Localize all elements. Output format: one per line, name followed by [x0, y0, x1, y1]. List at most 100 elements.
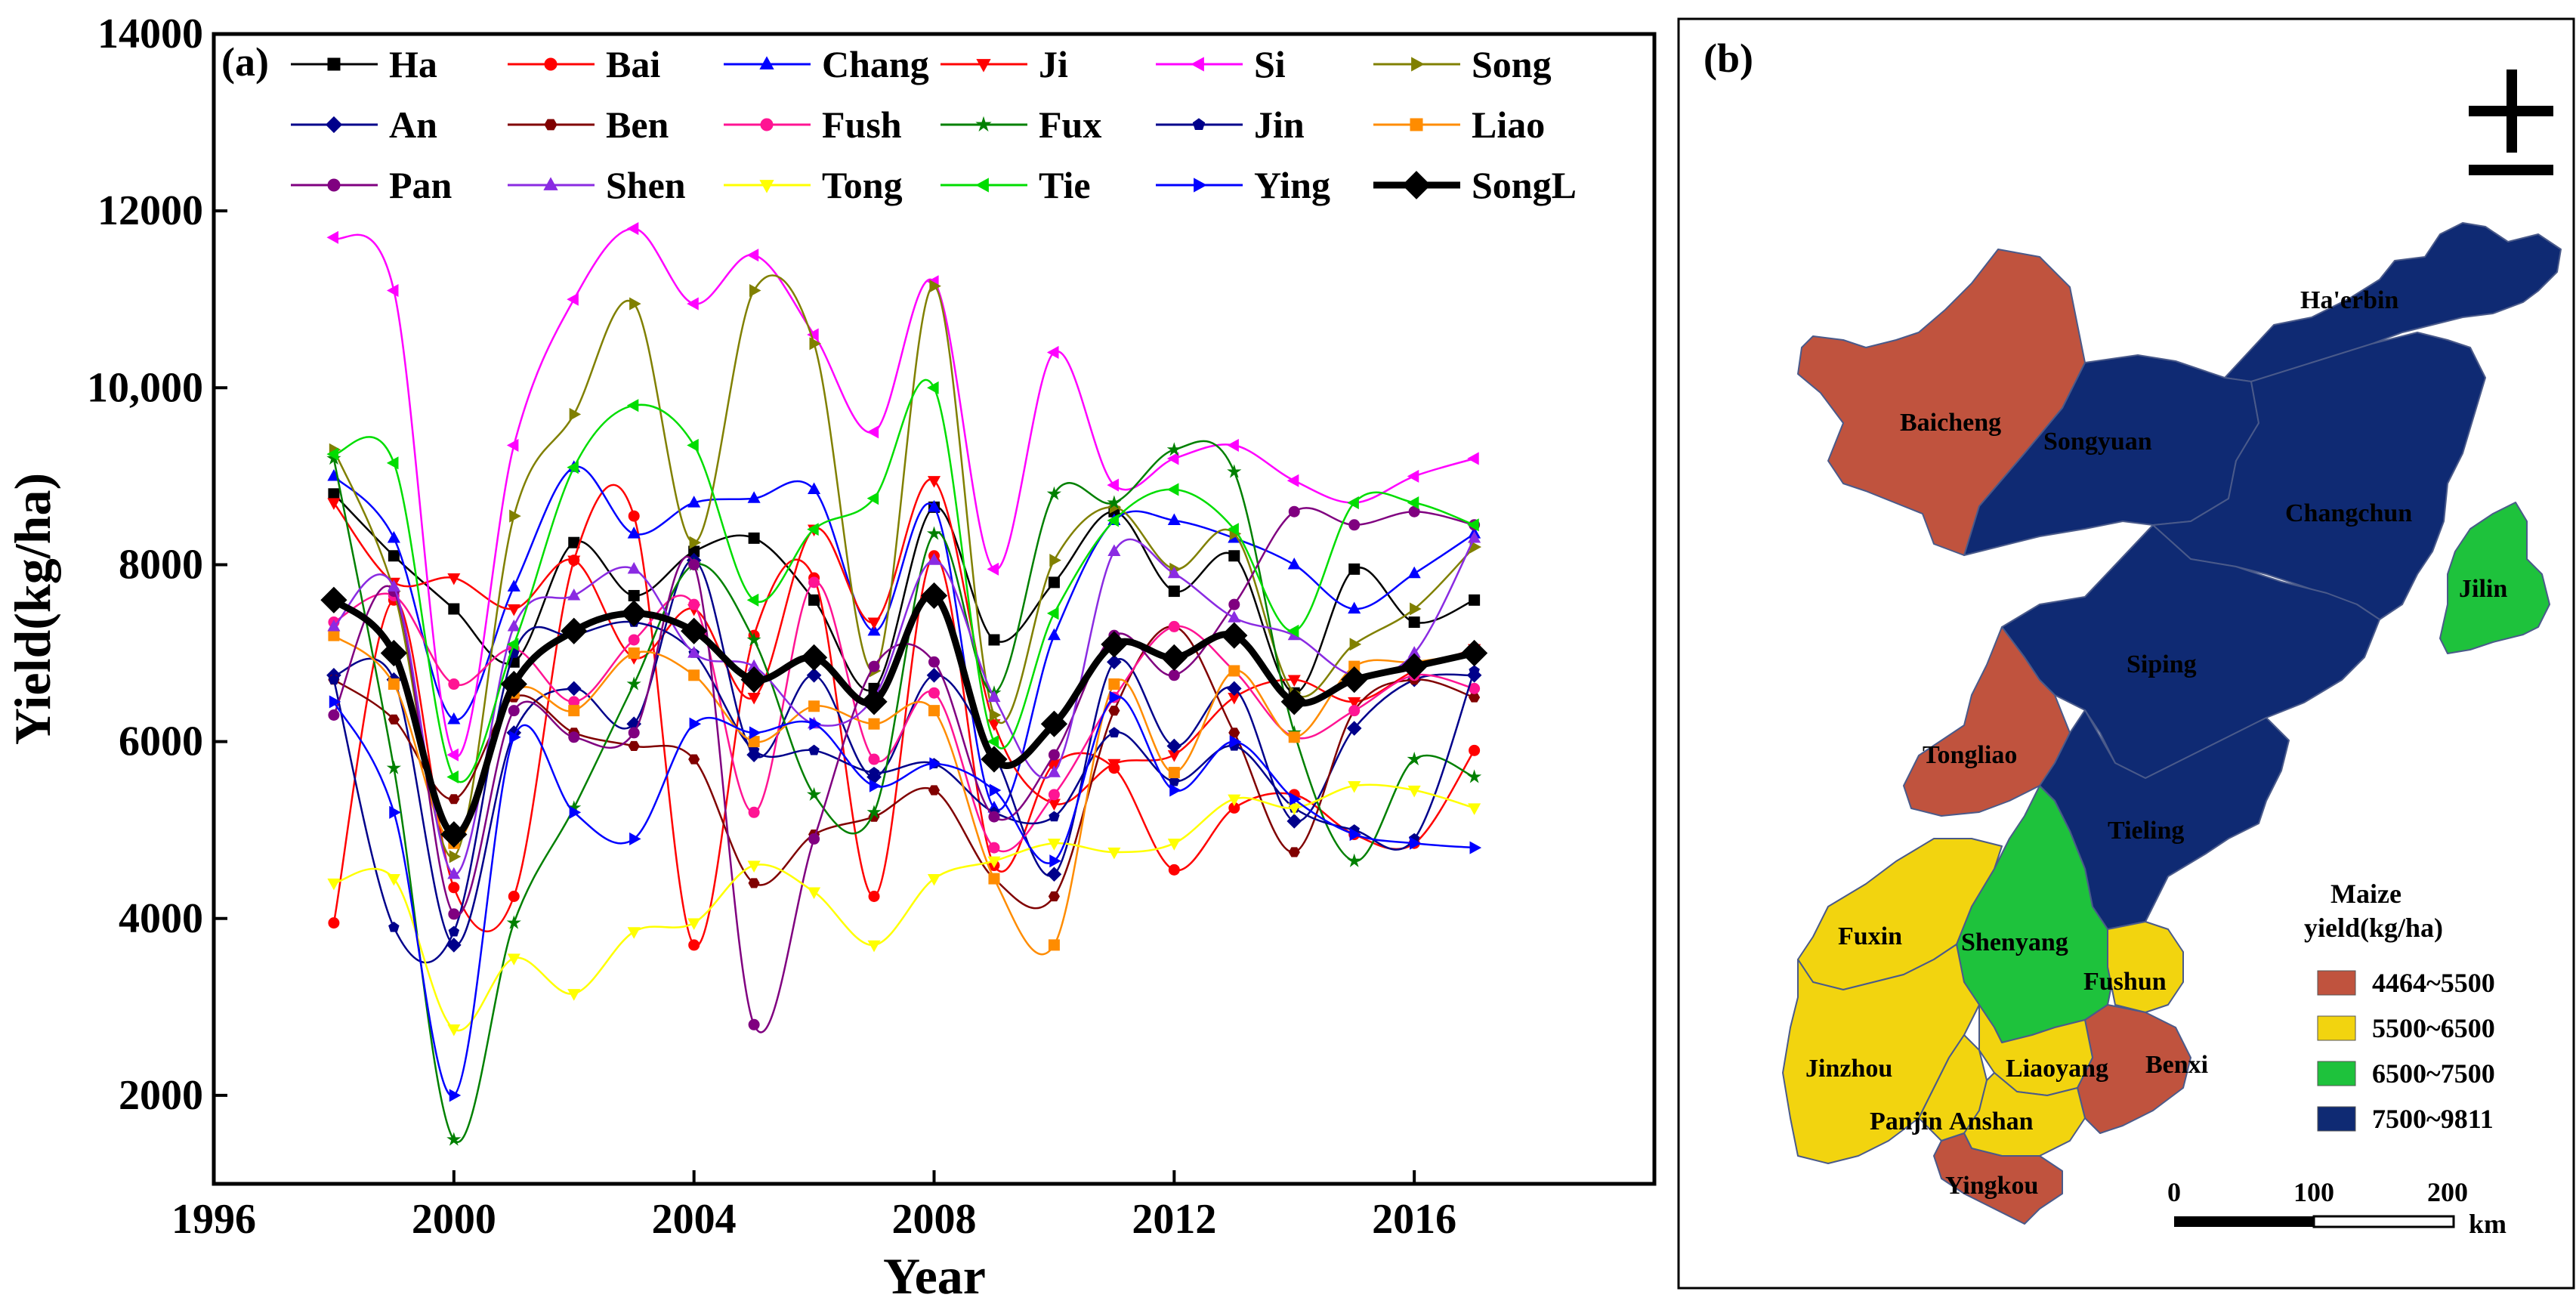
point-fux-2003 — [626, 676, 641, 691]
point-songl-2007 — [860, 688, 888, 715]
point-ji-2001 — [507, 604, 520, 616]
point-tie-2017 — [1467, 518, 1479, 532]
label-jilin: Jilin — [2459, 575, 2507, 603]
point-an-2006 — [806, 668, 822, 683]
point-an-2013 — [1226, 681, 1242, 697]
label-haerbin: Ha'erbin — [2300, 286, 2398, 314]
point-chang-2012 — [1167, 513, 1181, 526]
point-tie-2004 — [687, 438, 699, 452]
x-tick-label-2008: 2008 — [892, 1196, 977, 1243]
point-ji-2015 — [1348, 697, 1361, 709]
point-song-2002 — [569, 407, 582, 421]
point-ben-2014 — [1288, 847, 1300, 857]
point-fush-2012 — [1168, 620, 1180, 632]
scale-label-100: 100 — [2293, 1177, 2334, 1207]
point-shen-2001 — [507, 619, 520, 632]
legend-item-ji: Ji — [941, 43, 1068, 85]
region-changchun — [2152, 332, 2486, 620]
point-fush-2007 — [868, 753, 880, 765]
label-liaoyang: Liaoyang — [2006, 1055, 2108, 1083]
point-ying-2000 — [449, 1089, 462, 1102]
point-shen-2003 — [627, 561, 641, 574]
point-songl-2011 — [1101, 631, 1128, 658]
point-si-2016 — [1407, 469, 1419, 483]
point-tong-2015 — [1348, 781, 1361, 793]
point-tie-2013 — [1227, 523, 1239, 536]
point-song-2015 — [1349, 638, 1362, 651]
point-tie-1998 — [326, 447, 339, 461]
label-songyuan: Songyuan — [2043, 428, 2152, 456]
legend-item-an: An — [291, 104, 437, 146]
point-ha-2000 — [448, 603, 460, 615]
legend-label-song: Song — [1472, 43, 1552, 85]
point-ha-2017 — [1469, 594, 1481, 606]
x-tick-label-2000: 2000 — [412, 1196, 496, 1243]
point-songl-2006 — [800, 644, 828, 671]
point-bai-2007 — [868, 891, 880, 902]
point-pan-2010 — [1048, 749, 1060, 761]
point-fux-2008 — [926, 526, 942, 540]
point-songl-2004 — [681, 617, 708, 644]
legend-item-ben: Ben — [508, 104, 669, 146]
point-songl-2001 — [500, 670, 527, 698]
point-pan-2000 — [448, 908, 460, 920]
axis-ticks: 1996 2000 2004 2008 2012 2016 2000 4000 6000 8000… — [87, 11, 1456, 1243]
point-ben-2011 — [1108, 706, 1120, 716]
y-tick-label-14000: 14000 — [97, 11, 203, 57]
legend-label-fux: Fux — [1039, 104, 1101, 146]
point-si-2017 — [1467, 452, 1479, 465]
point-song-2010 — [1049, 554, 1061, 567]
legend-label-pan: Pan — [389, 164, 452, 206]
point-shen-2008 — [927, 553, 941, 565]
scale-label-200: 200 — [2427, 1177, 2468, 1207]
point-bai-2003 — [628, 510, 640, 522]
map-legend-title-2: yield(kg/ha) — [2304, 913, 2443, 943]
point-liao-2003 — [628, 647, 640, 660]
point-liao-2009 — [988, 873, 1000, 885]
point-songl-2003 — [620, 600, 647, 627]
point-fux-2005 — [746, 632, 761, 647]
point-chang-2003 — [627, 527, 641, 539]
point-ha-2016 — [1408, 616, 1420, 629]
point-bai-2017 — [1469, 744, 1481, 756]
point-ben-2010 — [1048, 891, 1060, 902]
point-pan-2006 — [808, 833, 820, 845]
point-shen-1999 — [387, 579, 400, 592]
point-tong-2014 — [1287, 803, 1301, 815]
label-changchun: Changchun — [2285, 499, 2412, 527]
legend-item-chang: Chang — [724, 43, 929, 85]
point-bai-2001 — [508, 891, 520, 902]
series-ying — [329, 691, 1482, 1102]
point-tong-1999 — [387, 873, 400, 886]
series-line-fush — [333, 581, 1475, 853]
point-songl-2017 — [1461, 639, 1488, 667]
point-ying-2017 — [1469, 841, 1482, 854]
point-ben-2005 — [748, 878, 760, 888]
point-ying-2005 — [749, 726, 761, 740]
point-shen-2002 — [567, 589, 581, 601]
point-shen-2009 — [987, 690, 1001, 703]
point-ji-2014 — [1287, 675, 1301, 687]
series-line-songl — [331, 592, 1475, 838]
point-ben-2000 — [448, 794, 460, 805]
point-fush-2004 — [688, 598, 700, 610]
point-chang-2007 — [867, 623, 881, 636]
label-benxi: Benxi — [2145, 1051, 2208, 1079]
point-fush-2000 — [448, 678, 460, 691]
point-ha-1998 — [328, 488, 340, 500]
point-jin-2011 — [1108, 727, 1120, 738]
x-tick-label-2012: 2012 — [1132, 1196, 1216, 1243]
point-pan-2015 — [1348, 519, 1361, 531]
point-fux-2001 — [506, 915, 521, 929]
point-ha-2006 — [808, 594, 820, 606]
point-tie-2015 — [1347, 496, 1359, 510]
legend-label-tong: Tong — [822, 164, 903, 206]
point-tong-2004 — [687, 918, 701, 931]
scale-bar: 0 100 200 km — [2167, 1177, 2507, 1239]
point-liao-2007 — [868, 718, 880, 730]
point-fux-2012 — [1166, 442, 1181, 456]
point-liao-2004 — [688, 669, 700, 681]
point-tong-2016 — [1407, 785, 1421, 798]
point-shen-2010 — [1047, 765, 1061, 777]
map-legend-label-2: 5500~6500 — [2372, 1013, 2495, 1043]
